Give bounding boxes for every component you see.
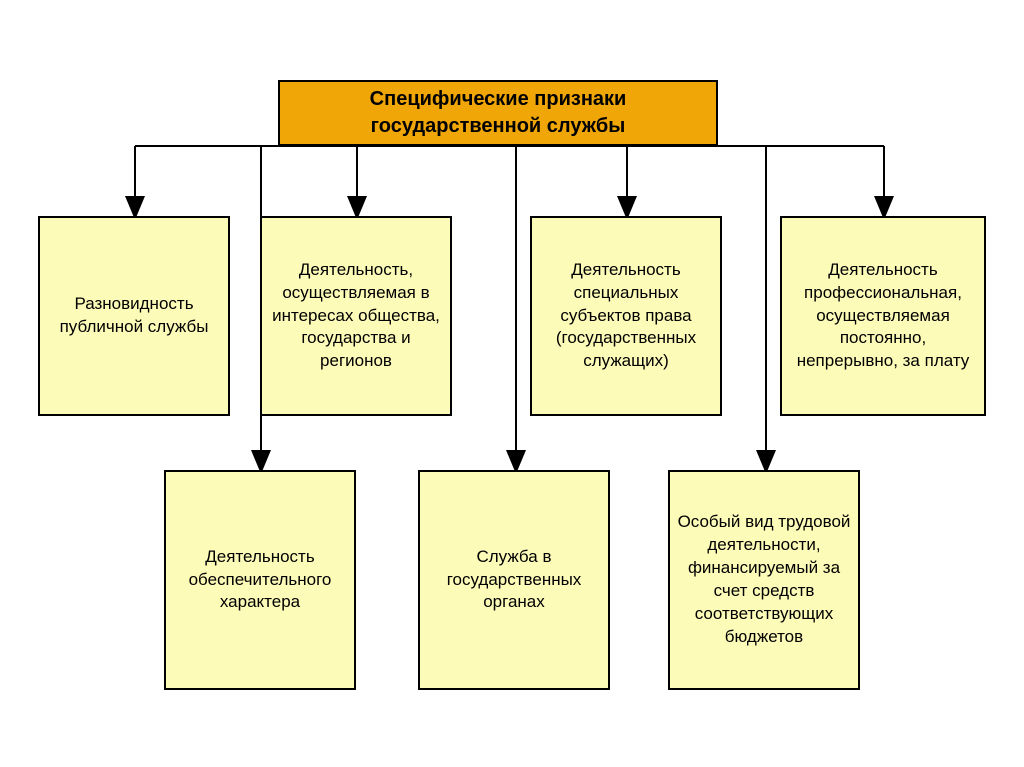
header-box: Специфические признаки государственной с…	[278, 80, 718, 146]
child-box-box5: Деятельность обеспечительного характера	[164, 470, 356, 690]
child-box-box1: Разновидность публичной службы	[38, 216, 230, 416]
child-box-box4: Деятельность профессиональная, осуществл…	[780, 216, 986, 416]
child-box-box3: Деятельность специальных субъектов права…	[530, 216, 722, 416]
child-box-box2: Деятельность, осуществляемая в интересах…	[260, 216, 452, 416]
child-box-box7: Особый вид трудовой деятельности, финанс…	[668, 470, 860, 690]
child-box-box6: Служба в государственных органах	[418, 470, 610, 690]
